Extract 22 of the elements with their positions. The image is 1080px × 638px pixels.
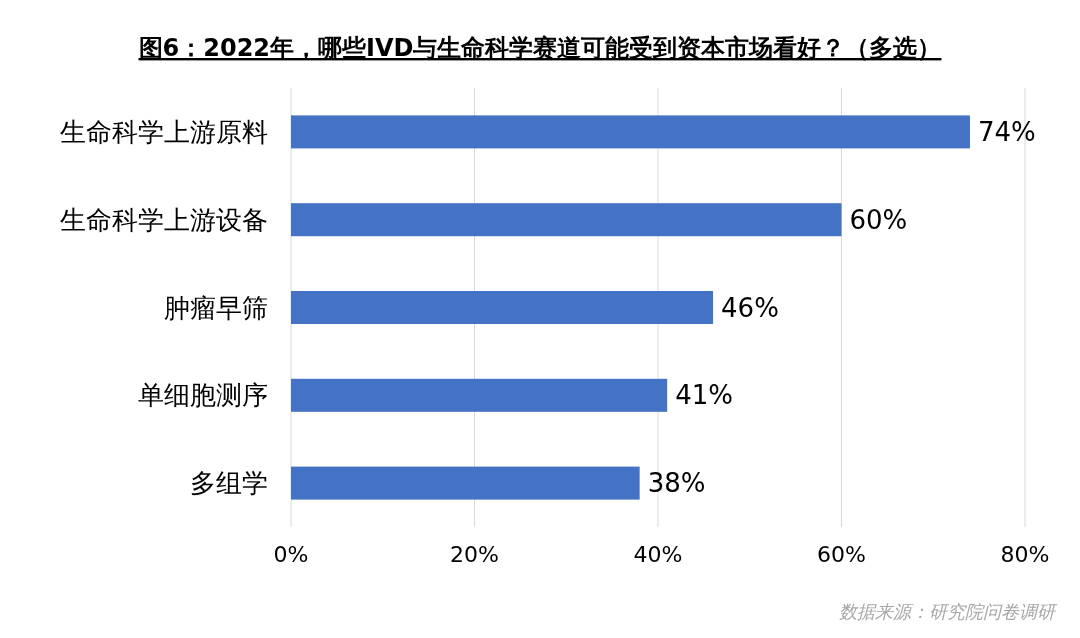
bar: [291, 378, 668, 412]
data-label: 74%: [977, 116, 1036, 147]
bar: [291, 203, 842, 237]
x-tick-label: 60%: [817, 542, 866, 567]
y-tick-label: 单细胞测序: [138, 380, 268, 411]
data-label: 60%: [849, 204, 908, 235]
y-tick-label: 肿瘤早筛: [164, 292, 268, 323]
source-note: 数据来源：研究院问卷调研: [839, 601, 1058, 622]
x-tick-label: 0%: [273, 542, 309, 567]
x-tick-label: 80%: [1000, 542, 1050, 567]
y-tick-label: 生命科学上游设备: [60, 204, 268, 235]
data-label: 38%: [647, 468, 706, 499]
bar: [291, 291, 714, 324]
bar: [291, 115, 970, 149]
x-tick-label: 40%: [633, 542, 683, 567]
data-label: 46%: [721, 292, 779, 323]
y-tick-label: 生命科学上游原料: [60, 116, 268, 147]
bar: [291, 466, 640, 500]
chart-title: 图6：2022年，哪些IVD与生命科学赛道可能受到资本市场看好？（多选）: [138, 34, 942, 62]
x-tick-label: 20%: [450, 542, 499, 567]
data-label: 41%: [675, 380, 733, 411]
y-tick-label: 多组学: [190, 468, 268, 499]
